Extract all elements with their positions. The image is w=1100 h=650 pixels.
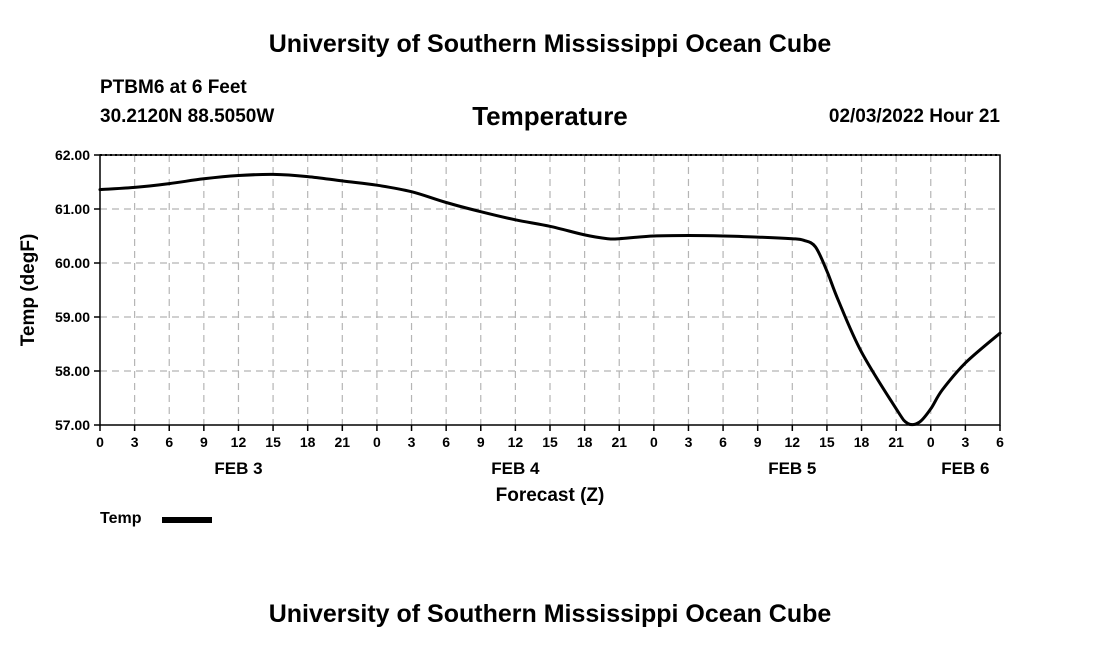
axis-labels: 0 3 6 9 12 15 18 21 0 3 6 9 12 15 18 21 0 3 6 9 12 15 18 21 0 3 6 5… [55, 147, 1004, 478]
x-tick-label: 21 [888, 434, 904, 450]
y-tick-label: 59.00 [55, 309, 90, 325]
x-tick-label: 0 [373, 434, 381, 450]
x-tick-label: 6 [442, 434, 450, 450]
x-tick-label: 15 [265, 434, 281, 450]
y-axis-label: Temp (degF) [18, 234, 39, 347]
day-label: FEB 4 [491, 459, 540, 478]
y-tick-label: 57.00 [55, 417, 90, 433]
chart-title: Temperature [472, 101, 628, 131]
y-tick-label: 58.00 [55, 363, 90, 379]
x-tick-label: 18 [854, 434, 870, 450]
y-tick-label: 61.00 [55, 201, 90, 217]
coordinates-label: 30.2120N 88.5050W [100, 106, 275, 127]
station-label: PTBM6 at 6 Feet [100, 77, 247, 98]
legend-label: Temp [100, 510, 142, 527]
x-tick-label: 0 [96, 434, 104, 450]
x-tick-label: 15 [542, 434, 558, 450]
temp-series-line [98, 172, 1002, 427]
x-tick-label: 6 [719, 434, 727, 450]
y-tick-label: 62.00 [55, 147, 90, 163]
x-tick-label: 6 [165, 434, 173, 450]
x-tick-label: 15 [819, 434, 835, 450]
day-label: FEB 6 [941, 459, 989, 478]
x-tick-label: 21 [611, 434, 627, 450]
grid [100, 154, 1000, 425]
x-tick-label: 18 [577, 434, 593, 450]
day-label: FEB 5 [768, 459, 816, 478]
x-tick-label: 0 [927, 434, 935, 450]
page-title: University of Southern Mississippi Ocean… [268, 30, 832, 58]
x-tick-label: 3 [408, 434, 416, 450]
x-tick-label: 6 [996, 434, 1004, 450]
x-tick-label: 18 [300, 434, 316, 450]
x-tick-label: 12 [231, 434, 247, 450]
x-tick-label: 9 [754, 434, 762, 450]
x-tick-label: 21 [335, 434, 351, 450]
x-axis-label: Forecast (Z) [496, 485, 605, 506]
y-tick-label: 60.00 [55, 255, 90, 271]
forecast-datetime: 02/03/2022 Hour 21 [828, 106, 1000, 127]
x-tick-label: 0 [650, 434, 658, 450]
x-tick-label: 12 [508, 434, 524, 450]
axis-ticks [94, 154, 1001, 431]
x-tick-label: 3 [685, 434, 693, 450]
legend-line-swatch [162, 517, 212, 523]
x-tick-label: 12 [785, 434, 801, 450]
x-tick-label: 3 [131, 434, 139, 450]
x-tick-label: 9 [477, 434, 485, 450]
footer-title: University of Southern Mississippi Ocean… [268, 600, 832, 628]
x-tick-label: 9 [200, 434, 208, 450]
x-tick-label: 3 [961, 434, 969, 450]
day-label: FEB 3 [214, 459, 262, 478]
